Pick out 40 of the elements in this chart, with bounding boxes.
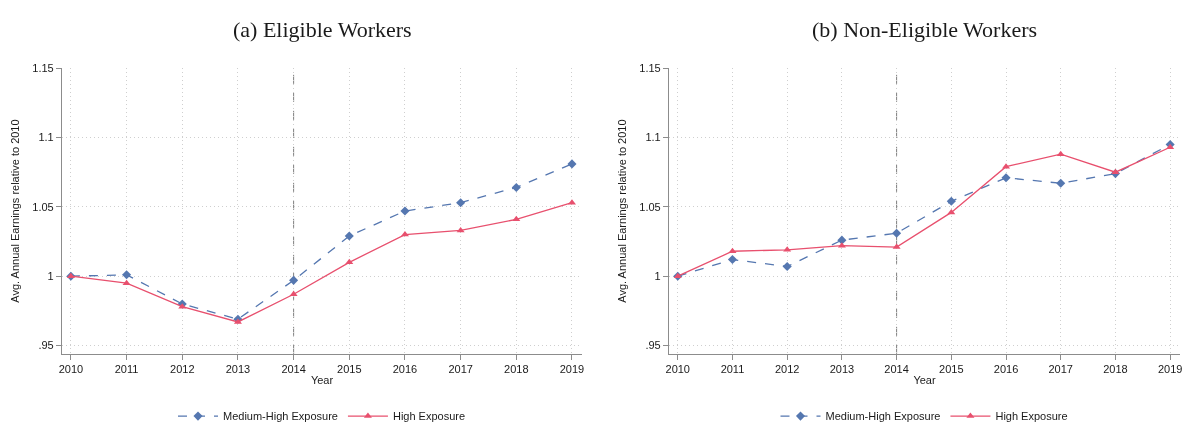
- chart-title: (b) Non-Eligible Workers: [812, 17, 1038, 42]
- x-tick-label: 2013: [225, 363, 251, 376]
- x-tick-label: 2013: [829, 363, 855, 376]
- x-tick-label: 2015: [939, 363, 964, 376]
- x-tick-label: 2019: [1157, 363, 1183, 376]
- y-tick-label: .95: [38, 339, 54, 352]
- y-axis-title: Avg. Annual Earnings relative to 2010: [615, 119, 628, 303]
- y-tick-label: .95: [645, 339, 661, 352]
- x-tick-label: 2016: [392, 363, 418, 376]
- x-axis-title: Year: [913, 374, 936, 387]
- x-tick-label: 2014: [281, 363, 306, 376]
- chart-title: (a) Eligible Workers: [233, 17, 412, 42]
- y-tick-label: 1: [654, 270, 661, 283]
- legend-label: Medium-High Exposure: [825, 410, 941, 423]
- y-tick-label: 1.15: [639, 62, 661, 75]
- legend-label: High Exposure: [995, 410, 1068, 423]
- x-tick-label: 2017: [1048, 363, 1073, 376]
- x-tick-label: 2012: [774, 363, 800, 376]
- legend-label: High Exposure: [392, 410, 466, 423]
- x-tick-label: 2018: [1103, 363, 1128, 376]
- y-tick-label: 1.1: [645, 131, 661, 144]
- y-tick-label: 1.15: [32, 62, 54, 75]
- y-axis-title: Avg. Annual Earnings relative to 2010: [8, 119, 21, 303]
- x-tick-label: 2014: [884, 363, 909, 376]
- y-tick-label: 1: [47, 270, 54, 283]
- x-tick-label: 2015: [337, 363, 362, 376]
- x-tick-label: 2011: [114, 363, 139, 376]
- y-tick-label: 1.1: [38, 131, 54, 144]
- x-tick-label: 2012: [170, 363, 195, 376]
- y-tick-label: 1.05: [639, 200, 661, 213]
- y-tick-label: 1.05: [32, 200, 54, 213]
- x-tick-label: 2018: [504, 363, 529, 376]
- x-tick-label: 2019: [559, 363, 585, 376]
- x-tick-label: 2017: [448, 363, 473, 376]
- x-tick-label: 2016: [993, 363, 1019, 376]
- x-tick-label: 2011: [720, 363, 745, 376]
- x-axis-title: Year: [310, 374, 334, 387]
- x-tick-label: 2010: [665, 363, 690, 376]
- x-tick-label: 2010: [58, 363, 84, 376]
- legend-label: Medium-High Exposure: [223, 410, 338, 423]
